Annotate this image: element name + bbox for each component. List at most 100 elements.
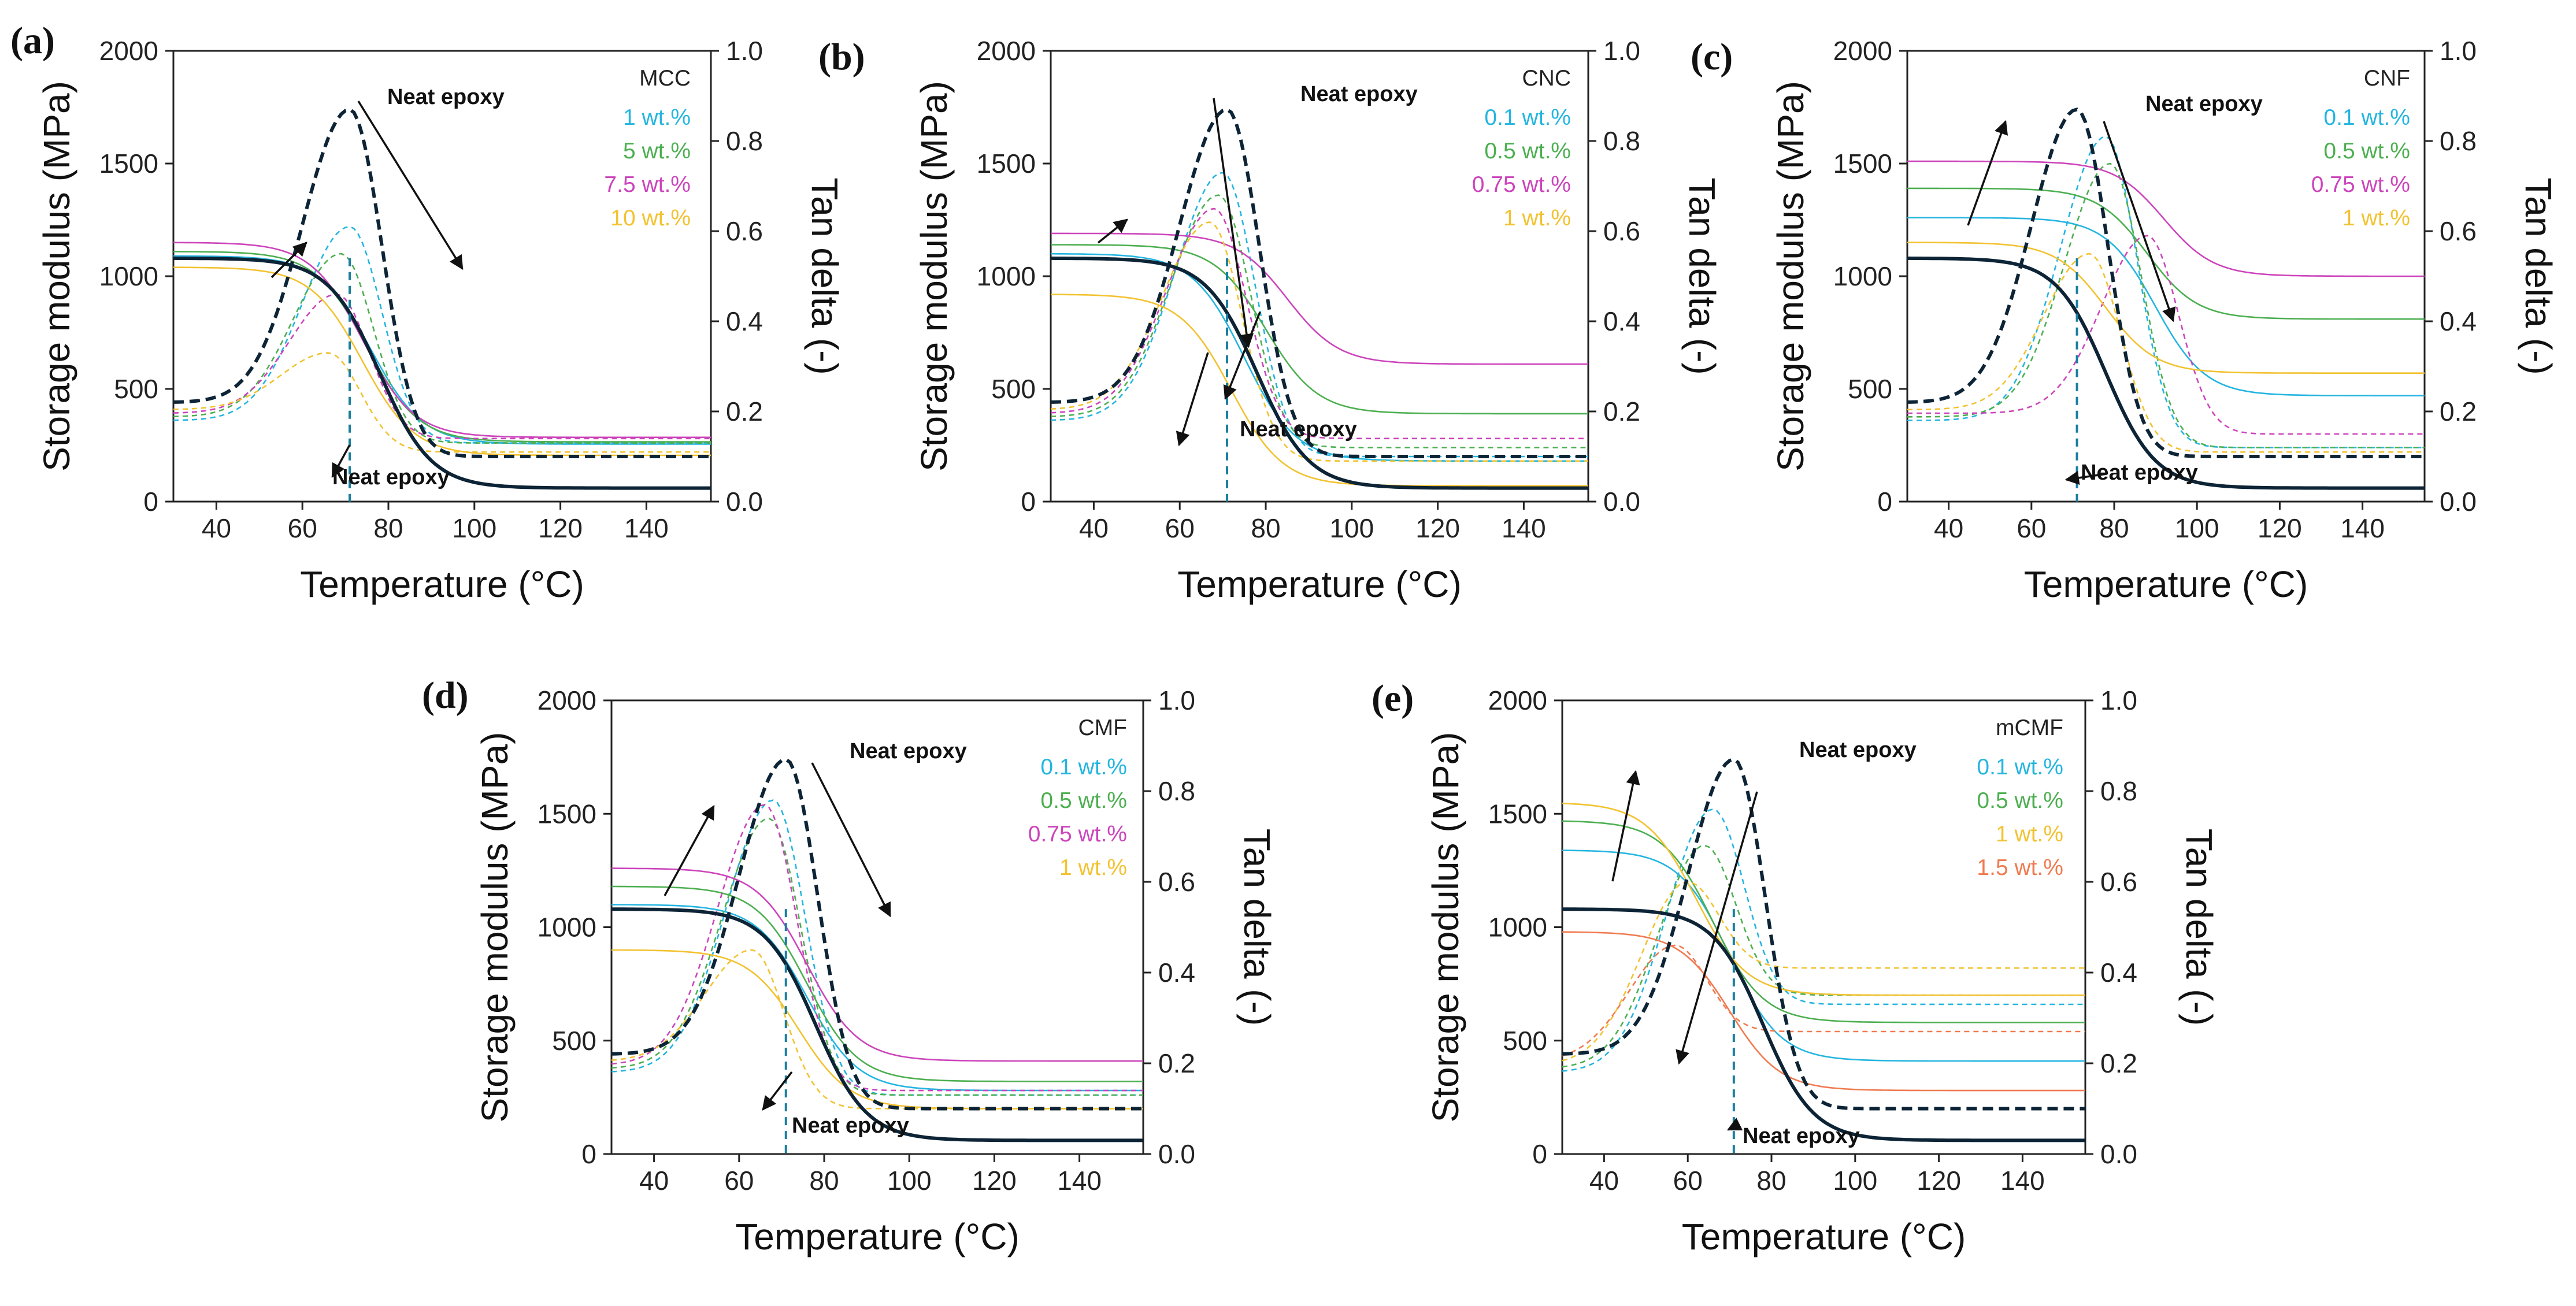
x-tick-label: 120 — [1917, 1166, 1961, 1196]
neat-epoxy-label-top: Neat epoxy — [387, 85, 505, 109]
neat-epoxy-label-top: Neat epoxy — [2145, 92, 2263, 116]
y2-tick-label: 1.0 — [2100, 685, 2137, 715]
series-modulus-line — [173, 266, 711, 457]
x-axis-title: Temperature (°C) — [2024, 563, 2308, 605]
y-axis-title: Storage modulus (MPa) — [36, 81, 77, 472]
y2-tick-label: 0.4 — [1158, 958, 1195, 988]
y2-tick-label: 0.2 — [2440, 396, 2477, 426]
y-tick-label: 1500 — [977, 149, 1036, 179]
neat-modulus-line — [1562, 907, 2085, 1142]
x-tick-label: 140 — [1502, 513, 1546, 543]
trend-arrow — [1213, 98, 1254, 348]
neat-epoxy-label-top: Neat epoxy — [1300, 82, 1418, 106]
x-tick-label: 120 — [1415, 513, 1460, 543]
legend-entry: 1 wt.% — [1503, 206, 1571, 231]
trend-arrow — [1176, 352, 1209, 447]
series-tandelta-line — [1562, 881, 2085, 1062]
legend-entry: 0.5 wt.% — [1977, 788, 2063, 813]
x-tick-label: 40 — [1589, 1166, 1619, 1196]
legend-entry: 0.5 wt.% — [1484, 139, 1571, 164]
y-tick-label: 2000 — [99, 36, 158, 66]
legend-entry: 7.5 wt.% — [604, 172, 691, 197]
x-tick-label: 140 — [1057, 1166, 1102, 1196]
series-modulus-line — [1907, 187, 2425, 320]
trend-arrow — [811, 762, 891, 918]
trend-arrow — [1223, 311, 1261, 400]
trend-arrow — [1097, 218, 1128, 244]
neat-tandelta-line — [1051, 107, 1588, 458]
x-tick-label: 80 — [809, 1166, 839, 1196]
neat-tandelta-line — [173, 107, 711, 458]
y2-tick-label: 0.8 — [1158, 776, 1195, 806]
legend-entry: 0.5 wt.% — [1040, 788, 1127, 813]
plot-area — [611, 757, 1143, 1142]
y2-tick-label: 0.0 — [726, 487, 763, 517]
x-tick-label: 40 — [639, 1166, 669, 1196]
series-modulus-line — [611, 867, 1143, 1062]
x-tick-label: 100 — [887, 1166, 932, 1196]
y2-tick-label: 0.2 — [2100, 1048, 2137, 1078]
y-tick-label: 0 — [581, 1139, 596, 1169]
y-tick-label: 0 — [1877, 487, 1892, 517]
y2-tick-label: 0.2 — [1158, 1048, 1195, 1078]
x-tick-label: 60 — [2017, 513, 2046, 543]
y2-tick-label: 0.2 — [1603, 396, 1640, 426]
trend-arrow — [1676, 791, 1758, 1065]
series-modulus-line — [1562, 931, 2085, 1092]
series-tandelta-line — [1051, 207, 1588, 440]
y-tick-label: 2000 — [1833, 36, 1892, 66]
legend-entry: 0.75 wt.% — [2311, 172, 2410, 197]
y2-tick-label: 0.0 — [2100, 1139, 2137, 1169]
series-tandelta-line — [1051, 172, 1588, 458]
series-tandelta-line — [611, 799, 1143, 1096]
legend-entry: 0.1 wt.% — [1977, 755, 2063, 780]
panel-label: (b) — [818, 36, 865, 78]
x-axis-title: Temperature (°C) — [1177, 563, 1462, 605]
series-modulus-line — [611, 885, 1143, 1082]
series-modulus-line — [173, 251, 711, 443]
series-tandelta-line — [1907, 253, 2425, 453]
series-tandelta-line — [1562, 808, 2085, 1072]
series-tandelta-line — [611, 949, 1143, 1110]
y-tick-label: 1000 — [538, 912, 596, 943]
series-tandelta-line — [1562, 944, 2085, 1057]
x-tick-label: 60 — [288, 513, 317, 543]
y2-tick-label: 0.4 — [726, 306, 763, 336]
trend-arrow — [1967, 120, 2008, 226]
y2-tick-label: 0.6 — [1158, 867, 1195, 897]
y2-tick-label: 1.0 — [2440, 36, 2477, 66]
panel-b: (b) 40 60 80 100 120 140 0 500 1000 1500 2000 0.0 0.2… — [818, 36, 1723, 605]
legend-entry: 0.5 wt.% — [2323, 139, 2410, 164]
y-axis-title: Storage modulus (MPa) — [474, 732, 516, 1123]
series-modulus-line — [1907, 242, 2425, 374]
panel-c: (c) 40 60 80 100 120 140 0 500 1000 1500 2000 0.0 0.2… — [1691, 36, 2559, 605]
series-modulus-line — [1907, 217, 2425, 396]
trend-arrow — [2064, 470, 2107, 485]
neat-tandelta-line — [611, 757, 1143, 1111]
legend-entry: 0.75 wt.% — [1028, 822, 1127, 847]
neat-modulus-line — [173, 256, 711, 490]
series-modulus-line — [1562, 849, 2085, 1062]
y-tick-label: 500 — [991, 374, 1036, 404]
y-tick-label: 500 — [1503, 1026, 1547, 1056]
plot-area — [173, 107, 711, 490]
series-tandelta-line — [1051, 194, 1588, 448]
neat-modulus-line — [1051, 256, 1588, 490]
legend-entry: 0.1 wt.% — [1040, 755, 1127, 780]
legend-entry: 1 wt.% — [2343, 206, 2410, 231]
plot-area — [1562, 757, 2085, 1142]
y-tick-label: 1500 — [1488, 799, 1547, 829]
y2-axis-title: Tan delta (-) — [2178, 829, 2220, 1026]
y2-tick-label: 0.4 — [1603, 306, 1640, 336]
y2-tick-label: 0.8 — [726, 126, 763, 156]
trend-arrow — [270, 242, 307, 279]
panel-label: (e) — [1372, 677, 1414, 719]
x-tick-label: 80 — [2099, 513, 2129, 543]
series-tandelta-line — [173, 253, 711, 444]
y2-tick-label: 0.0 — [2440, 487, 2477, 517]
x-tick-label: 80 — [373, 513, 403, 543]
legend-entry: 0.1 wt.% — [1484, 105, 1571, 130]
neat-epoxy-label-top: Neat epoxy — [850, 739, 967, 763]
series-tandelta-line — [1907, 235, 2425, 435]
legend-entry: 1.5 wt.% — [1977, 855, 2063, 880]
